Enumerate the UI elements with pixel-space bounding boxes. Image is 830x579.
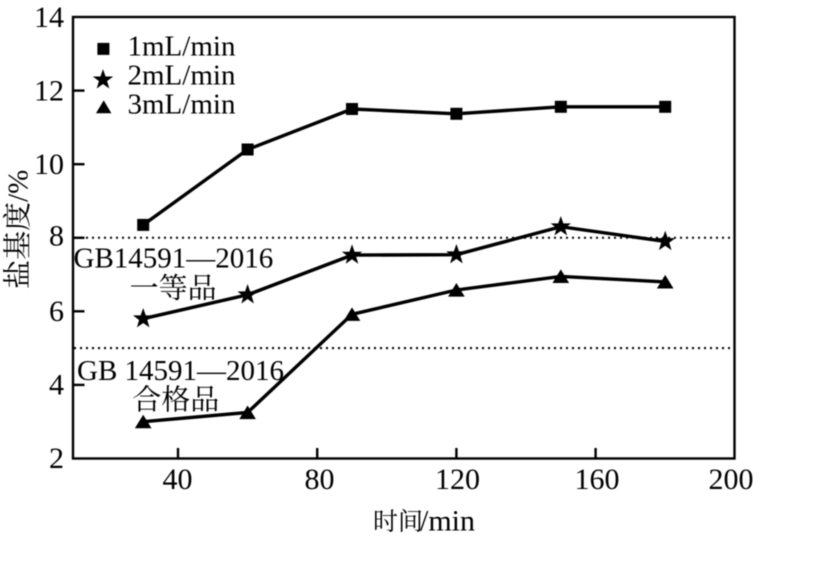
svg-text:2: 2: [49, 442, 64, 475]
svg-text:12: 12: [34, 74, 64, 107]
svg-text:40: 40: [163, 463, 193, 496]
svg-text:2mL/min: 2mL/min: [128, 60, 236, 92]
svg-text:14: 14: [34, 1, 64, 34]
svg-text:1mL/min: 1mL/min: [128, 31, 236, 63]
svg-text:10: 10: [34, 148, 64, 181]
svg-text:200: 200: [709, 463, 754, 496]
svg-text:GB14591—2016: GB14591—2016: [74, 242, 274, 274]
svg-text:GB 14591—2016: GB 14591—2016: [77, 355, 284, 387]
svg-text:8: 8: [49, 220, 64, 253]
svg-text:/min: /min: [420, 505, 475, 538]
svg-text:3mL/min: 3mL/min: [128, 88, 236, 120]
svg-text:80: 80: [305, 463, 335, 496]
svg-text:6: 6: [49, 295, 64, 328]
svg-text:4: 4: [49, 369, 64, 402]
svg-text:120: 120: [435, 463, 480, 496]
svg-text:/%: /%: [3, 170, 35, 202]
svg-text:160: 160: [575, 463, 620, 496]
